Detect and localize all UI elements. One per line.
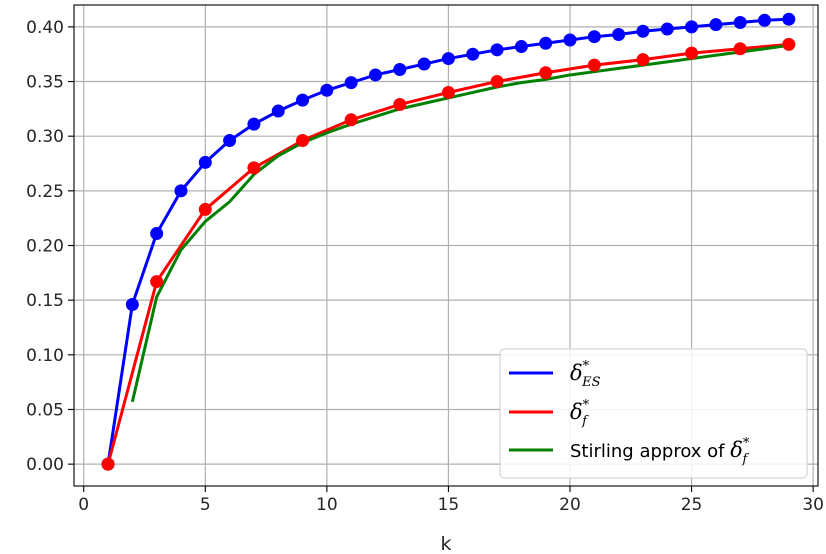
- legend-box: [499, 348, 808, 479]
- data-point-1: [247, 161, 261, 175]
- legend: δ* ES δ* f Stirling approx of δ* f: [499, 348, 808, 479]
- data-point-0: [490, 43, 504, 57]
- data-point-0: [612, 28, 626, 42]
- data-point-0: [758, 13, 772, 27]
- y-tick-label: 0.30: [26, 127, 64, 147]
- legend-entry-label: δ* ES: [570, 359, 601, 390]
- y-tick-label: 0.20: [26, 237, 64, 257]
- legend-entry-label: δ* f: [570, 398, 590, 429]
- data-point-0: [320, 83, 334, 97]
- data-point-0: [441, 52, 455, 66]
- y-tick-label: 0.05: [26, 400, 64, 420]
- data-point-0: [660, 22, 674, 36]
- data-point-0: [733, 15, 747, 29]
- x-tick-label: 5: [200, 495, 211, 515]
- y-tick-label: 0.35: [26, 73, 64, 93]
- data-point-0: [296, 93, 310, 107]
- data-point-0: [514, 40, 528, 54]
- x-axis-label: k: [440, 533, 451, 554]
- data-point-0: [782, 12, 796, 26]
- data-point-1: [587, 58, 601, 72]
- data-point-1: [733, 42, 747, 56]
- data-point-1: [782, 37, 796, 51]
- data-point-1: [296, 134, 310, 148]
- data-point-1: [344, 113, 358, 127]
- data-point-0: [417, 57, 431, 71]
- series-line-2: [130, 43, 790, 403]
- y-tick-label: 0.25: [26, 182, 64, 202]
- data-point-0: [198, 155, 212, 169]
- data-point-1: [636, 53, 650, 67]
- legend-entry-label: Stirling approx of δ* f: [570, 436, 750, 467]
- data-point-0: [150, 226, 164, 240]
- data-point-0: [539, 36, 553, 50]
- data-point-0: [271, 104, 285, 118]
- data-point-0: [393, 62, 407, 76]
- series-layer: [101, 12, 796, 471]
- x-tick-label: 30: [802, 495, 824, 515]
- data-point-0: [247, 117, 261, 131]
- data-point-1: [441, 85, 455, 99]
- data-point-1: [101, 457, 115, 471]
- ticks: 0 5 10 15 20 25 30 0.00 0.05 0.10 0.15 0.20 0.25 0.30…: [26, 18, 824, 515]
- data-point-0: [174, 184, 188, 198]
- y-tick-label: 0.15: [26, 291, 64, 311]
- data-point-1: [490, 75, 504, 89]
- data-point-0: [636, 24, 650, 38]
- data-point-0: [344, 76, 358, 90]
- data-point-0: [368, 68, 382, 82]
- y-tick-label: 0.00: [26, 455, 64, 475]
- x-tick-label: 10: [316, 495, 338, 515]
- x-tick-label: 25: [681, 495, 703, 515]
- data-point-0: [125, 298, 139, 312]
- data-point-1: [539, 66, 553, 80]
- data-point-0: [685, 20, 699, 34]
- data-point-1: [150, 275, 164, 289]
- data-point-1: [685, 46, 699, 60]
- data-point-1: [198, 202, 212, 216]
- y-tick-label: 0.10: [26, 346, 64, 366]
- data-point-0: [466, 47, 480, 61]
- x-tick-label: 20: [559, 495, 581, 515]
- data-point-0: [709, 18, 723, 32]
- data-point-1: [393, 97, 407, 111]
- x-tick-label: 15: [438, 495, 460, 515]
- y-tick-label: 0.40: [26, 18, 64, 38]
- data-point-0: [223, 134, 237, 148]
- data-point-0: [563, 33, 577, 47]
- data-point-0: [587, 30, 601, 44]
- x-tick-label: 0: [78, 495, 89, 515]
